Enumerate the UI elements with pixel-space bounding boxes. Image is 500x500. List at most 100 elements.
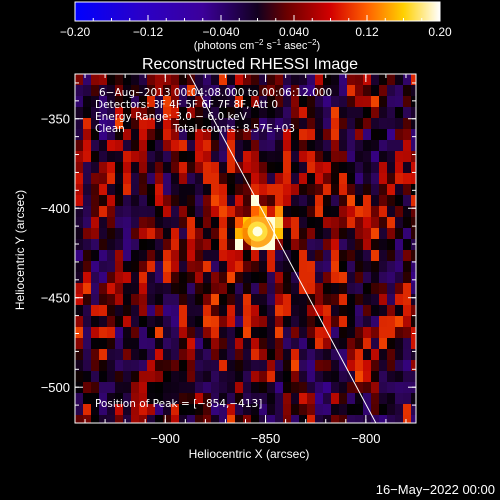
heatmap-cell [155,140,164,152]
heatmap-cell [195,184,204,196]
heatmap-cell [155,360,164,372]
heatmap-cell [219,250,228,262]
heatmap-cell [139,85,148,97]
heatmap-cell [107,74,116,86]
heatmap-cell [155,349,164,361]
heatmap-cell [163,305,172,317]
heatmap-cell [363,195,372,207]
heatmap-cell [323,96,332,108]
heatmap-cell [83,404,92,416]
heatmap-cell [99,327,108,339]
heatmap-cell [211,184,220,196]
heatmap-cell [171,294,180,306]
heatmap-cell [331,393,340,405]
heatmap-cell [179,272,188,284]
heatmap-cell [251,272,260,284]
heatmap-cell [275,217,284,229]
heatmap-cell [147,283,156,295]
heatmap-cell [219,360,228,372]
heatmap-cell [395,129,404,141]
heatmap-cell [131,283,140,295]
heatmap-cell [347,217,356,229]
heatmap-cell [83,261,92,273]
heatmap-cell [371,393,380,405]
heatmap-cell [187,239,196,251]
heatmap-cell [259,140,268,152]
heatmap-cell [131,360,140,372]
heatmap-cell [387,250,396,262]
heatmap-cell [163,239,172,251]
heatmap-cell [307,250,316,262]
heatmap-cell [275,195,284,207]
heatmap-cell [163,382,172,394]
heatmap-cell [219,162,228,174]
heatmap-cell [411,162,416,174]
heatmap-cell [235,393,244,405]
heatmap-cell [275,371,284,383]
heatmap-cell [307,162,316,174]
heatmap-cell [371,327,380,339]
heatmap-cell [323,360,332,372]
heatmap-cell [195,239,204,251]
heatmap-cell [115,371,124,383]
heatmap-cell [83,371,92,383]
heatmap-cell [203,74,212,86]
heatmap-cell [163,129,172,141]
heatmap-cell [363,272,372,284]
heatmap-cell [291,393,300,405]
heatmap-cell [355,371,364,383]
heatmap-cell [275,184,284,196]
heatmap-cell [91,294,100,306]
heatmap-cell [363,228,372,240]
heatmap-cell [99,250,108,262]
heatmap-cell [339,217,348,229]
heatmap-cell [331,316,340,328]
heatmap-cell [123,217,132,229]
heatmap-cell [163,140,172,152]
heatmap-cell [83,294,92,306]
heatmap-cell [315,305,324,317]
heatmap-cell [91,371,100,383]
heatmap-cell [115,316,124,328]
heatmap-cell [243,283,252,295]
heatmap-cell [339,239,348,251]
heatmap-cell [83,96,92,108]
heatmap-cell [163,118,172,130]
heatmap-cell [171,162,180,174]
heatmap-cell [339,360,348,372]
heatmap-cell [211,96,220,108]
heatmap-cell [267,316,276,328]
heatmap-cell [291,360,300,372]
heatmap-cell [411,393,416,405]
heatmap-cell [259,151,268,163]
heatmap-cell [339,129,348,141]
heatmap-cell [315,382,324,394]
heatmap-cell [115,239,124,251]
heatmap-cell [171,217,180,229]
heatmap-cell [235,217,244,229]
heatmap-cell [99,217,108,229]
heatmap-cell [235,151,244,163]
heatmap-cell [275,96,284,108]
heatmap-cell [171,261,180,273]
heatmap-cell [243,162,252,174]
heatmap-cell [163,415,172,423]
heatmap-cell [291,349,300,361]
heatmap-cell [99,162,108,174]
heatmap-cell [355,316,364,328]
heatmap-cell [347,349,356,361]
heatmap-cell [307,96,316,108]
heatmap-cell [291,228,300,240]
heatmap-cell [131,217,140,229]
heatmap-cell [219,85,228,97]
heatmap-cell [371,206,380,218]
heatmap-cell [323,382,332,394]
heatmap-cell [251,283,260,295]
heatmap-cell [267,129,276,141]
heatmap-cell [123,316,132,328]
heatmap-cell [83,305,92,317]
heatmap-cell [83,393,92,405]
heatmap-cell [195,96,204,108]
heatmap-cell [291,382,300,394]
heatmap-cell [187,349,196,361]
